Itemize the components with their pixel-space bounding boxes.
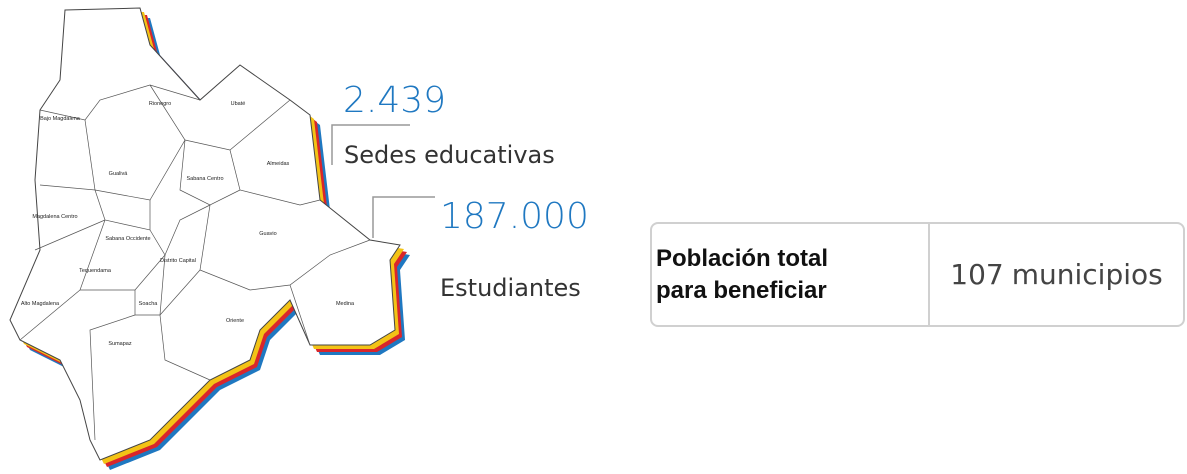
stat-value: 2.439 xyxy=(343,80,446,121)
map: Bajo Magdalena Rionegro Ubaté Almeidas Guali… xyxy=(9,7,589,470)
map-shape xyxy=(9,7,410,470)
stat-label: Estudiantes xyxy=(440,274,581,302)
region-label: Sabana Occidente xyxy=(105,236,150,242)
summary-table: Población total para beneficiar 107 muni… xyxy=(650,222,1185,327)
region-label: Sumapaz xyxy=(108,341,131,347)
region-label: Distrito Capital xyxy=(160,258,196,264)
region-label: Magdalena Centro xyxy=(32,214,77,220)
region-label: Gualivá xyxy=(109,171,129,177)
region-label: Ubaté xyxy=(231,101,246,107)
region-label: Bajo Magdalena xyxy=(40,116,81,122)
region-label: Sabana Centro xyxy=(187,176,224,182)
label-line: Población total xyxy=(656,244,829,272)
unit: municipios xyxy=(1011,258,1163,291)
region-label: Oriente xyxy=(226,318,244,324)
region-label: Rionegro xyxy=(149,101,171,107)
region-label: Tequendama xyxy=(79,268,112,274)
stat-brackets xyxy=(331,124,435,238)
region-label: Guavio xyxy=(259,231,276,237)
table-value: 107 municipios xyxy=(930,224,1183,325)
region-label: Almeidas xyxy=(267,161,290,167)
region-label: Medina xyxy=(336,301,355,307)
stat-value: 187.000 xyxy=(440,196,589,237)
region-label: Soacha xyxy=(139,301,159,307)
label-line: para beneficiar xyxy=(656,276,827,304)
region-borders xyxy=(19,84,371,441)
number: 107 xyxy=(950,258,1004,291)
table-label: Población total para beneficiar xyxy=(652,224,930,325)
region-label: Alto Magdalena xyxy=(21,301,60,307)
map-outline xyxy=(9,7,401,461)
stat-label: Sedes educativas xyxy=(344,141,555,169)
